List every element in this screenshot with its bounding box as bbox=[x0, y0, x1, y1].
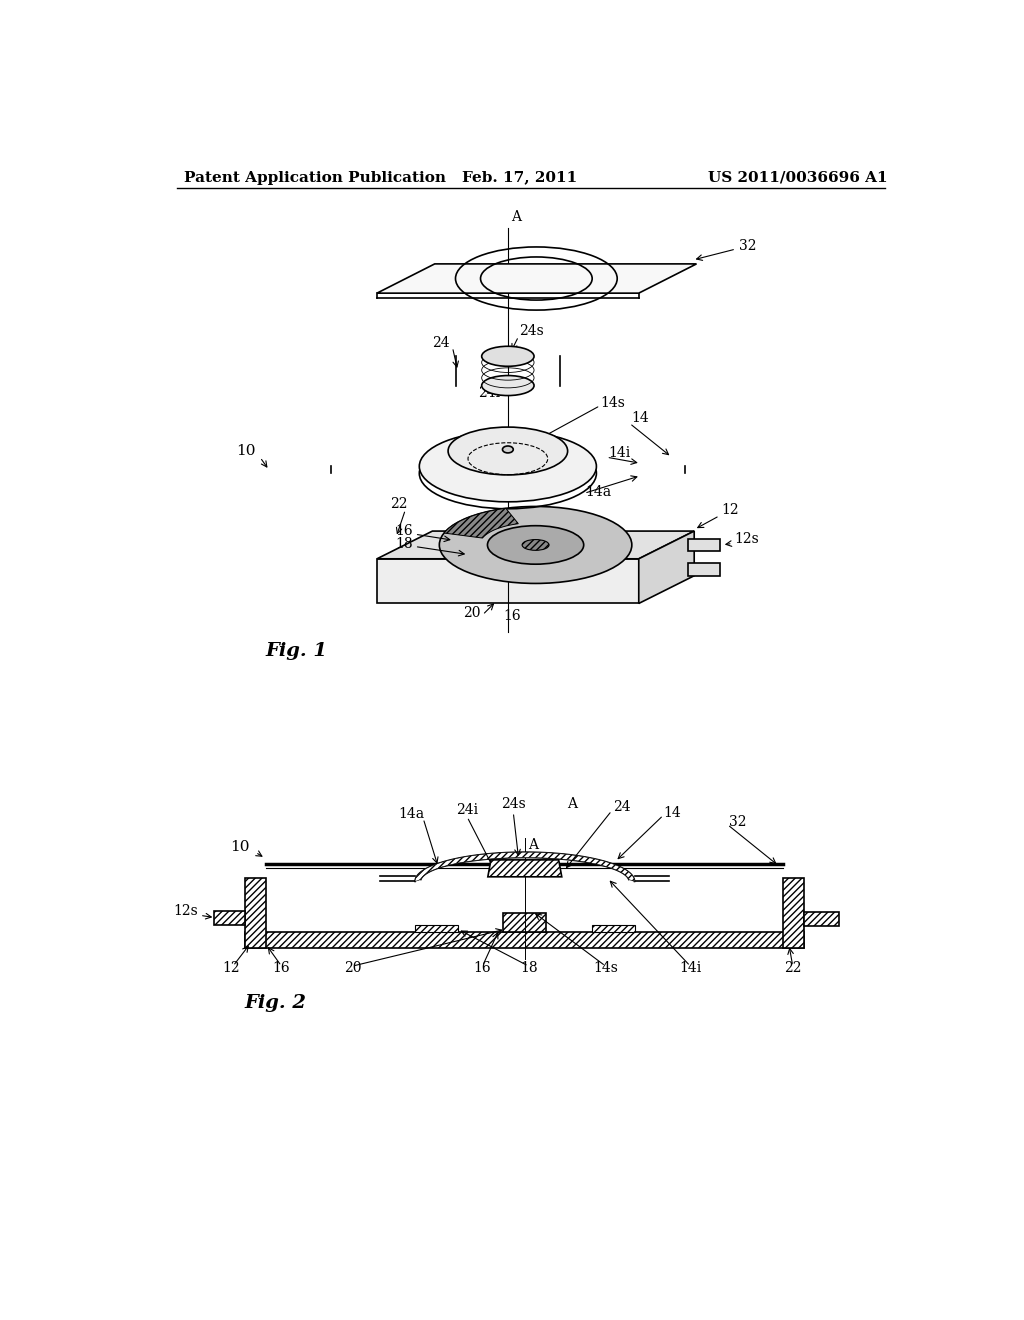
Polygon shape bbox=[214, 911, 245, 924]
Ellipse shape bbox=[522, 540, 549, 550]
Polygon shape bbox=[688, 539, 720, 552]
Text: US 2011/0036696 A1: US 2011/0036696 A1 bbox=[708, 170, 888, 185]
Text: 14s: 14s bbox=[593, 961, 618, 975]
Text: 20: 20 bbox=[464, 606, 481, 620]
Text: 14a: 14a bbox=[398, 808, 425, 821]
Text: 16: 16 bbox=[272, 961, 290, 975]
Text: 12s: 12s bbox=[174, 904, 199, 919]
Polygon shape bbox=[804, 912, 839, 927]
Text: 18: 18 bbox=[520, 961, 538, 975]
Polygon shape bbox=[503, 913, 547, 932]
Text: 16: 16 bbox=[395, 524, 413, 539]
Text: 14: 14 bbox=[631, 411, 649, 425]
Text: 14: 14 bbox=[664, 805, 681, 820]
Text: Feb. 17, 2011: Feb. 17, 2011 bbox=[462, 170, 577, 185]
Text: 24s: 24s bbox=[501, 796, 525, 810]
Polygon shape bbox=[782, 878, 804, 948]
Text: Patent Application Publication: Patent Application Publication bbox=[184, 170, 446, 185]
Polygon shape bbox=[377, 264, 696, 293]
Ellipse shape bbox=[419, 432, 596, 502]
Text: 16: 16 bbox=[474, 961, 492, 975]
Text: 14a: 14a bbox=[585, 484, 611, 499]
Ellipse shape bbox=[481, 346, 535, 367]
Polygon shape bbox=[377, 558, 639, 603]
Text: A: A bbox=[528, 838, 538, 853]
Polygon shape bbox=[415, 853, 635, 882]
Text: 24: 24 bbox=[613, 800, 631, 813]
Text: A: A bbox=[511, 210, 521, 224]
Polygon shape bbox=[245, 878, 266, 948]
Text: 20: 20 bbox=[344, 961, 361, 975]
Text: A: A bbox=[567, 796, 578, 810]
Text: 14i: 14i bbox=[679, 961, 701, 975]
Polygon shape bbox=[688, 564, 720, 576]
Ellipse shape bbox=[439, 507, 632, 583]
Text: 22: 22 bbox=[390, 498, 408, 511]
Polygon shape bbox=[487, 859, 562, 876]
Polygon shape bbox=[444, 508, 518, 539]
Text: 24s: 24s bbox=[519, 323, 544, 338]
Text: Fig. 2: Fig. 2 bbox=[245, 994, 306, 1012]
Text: 12: 12 bbox=[721, 503, 738, 517]
Text: Fig. 1: Fig. 1 bbox=[265, 643, 328, 660]
Polygon shape bbox=[415, 925, 458, 932]
Text: 18: 18 bbox=[395, 537, 413, 550]
Polygon shape bbox=[639, 531, 694, 603]
Text: 10: 10 bbox=[230, 840, 250, 854]
Text: 24: 24 bbox=[432, 337, 451, 350]
Text: 32: 32 bbox=[696, 239, 757, 260]
Text: 12s: 12s bbox=[734, 532, 759, 546]
Ellipse shape bbox=[503, 446, 513, 453]
Polygon shape bbox=[377, 531, 694, 558]
Text: 24i: 24i bbox=[478, 387, 500, 400]
Ellipse shape bbox=[481, 376, 535, 396]
Polygon shape bbox=[592, 925, 635, 932]
Text: 14i: 14i bbox=[608, 446, 630, 461]
Text: 24i: 24i bbox=[456, 803, 478, 817]
Ellipse shape bbox=[487, 525, 584, 564]
Text: 32: 32 bbox=[729, 814, 746, 829]
Text: 14s: 14s bbox=[600, 396, 625, 411]
Text: 10: 10 bbox=[236, 444, 255, 458]
Text: 22: 22 bbox=[784, 961, 802, 975]
Text: 16: 16 bbox=[503, 610, 520, 623]
Polygon shape bbox=[245, 932, 804, 948]
Ellipse shape bbox=[449, 428, 567, 475]
Text: 12: 12 bbox=[222, 961, 240, 975]
